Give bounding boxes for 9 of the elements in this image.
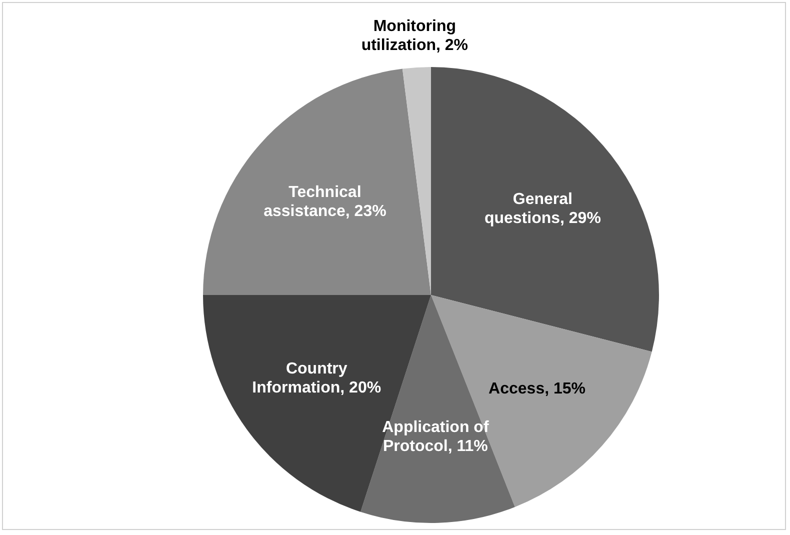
pie-slice: [431, 67, 659, 352]
pie-slice: [402, 67, 431, 295]
slice-label: Monitoring utilization, 2%: [361, 18, 468, 54]
slice-label: General questions, 29%: [484, 190, 601, 226]
slice-label: Application of Protocol, 11%: [382, 418, 490, 454]
pie-slice: [203, 68, 431, 295]
slice-label: Access, 15%: [488, 380, 586, 397]
slice-label: Country Information, 20%: [252, 360, 382, 396]
slice-label: Technical assistance, 23%: [264, 184, 386, 220]
